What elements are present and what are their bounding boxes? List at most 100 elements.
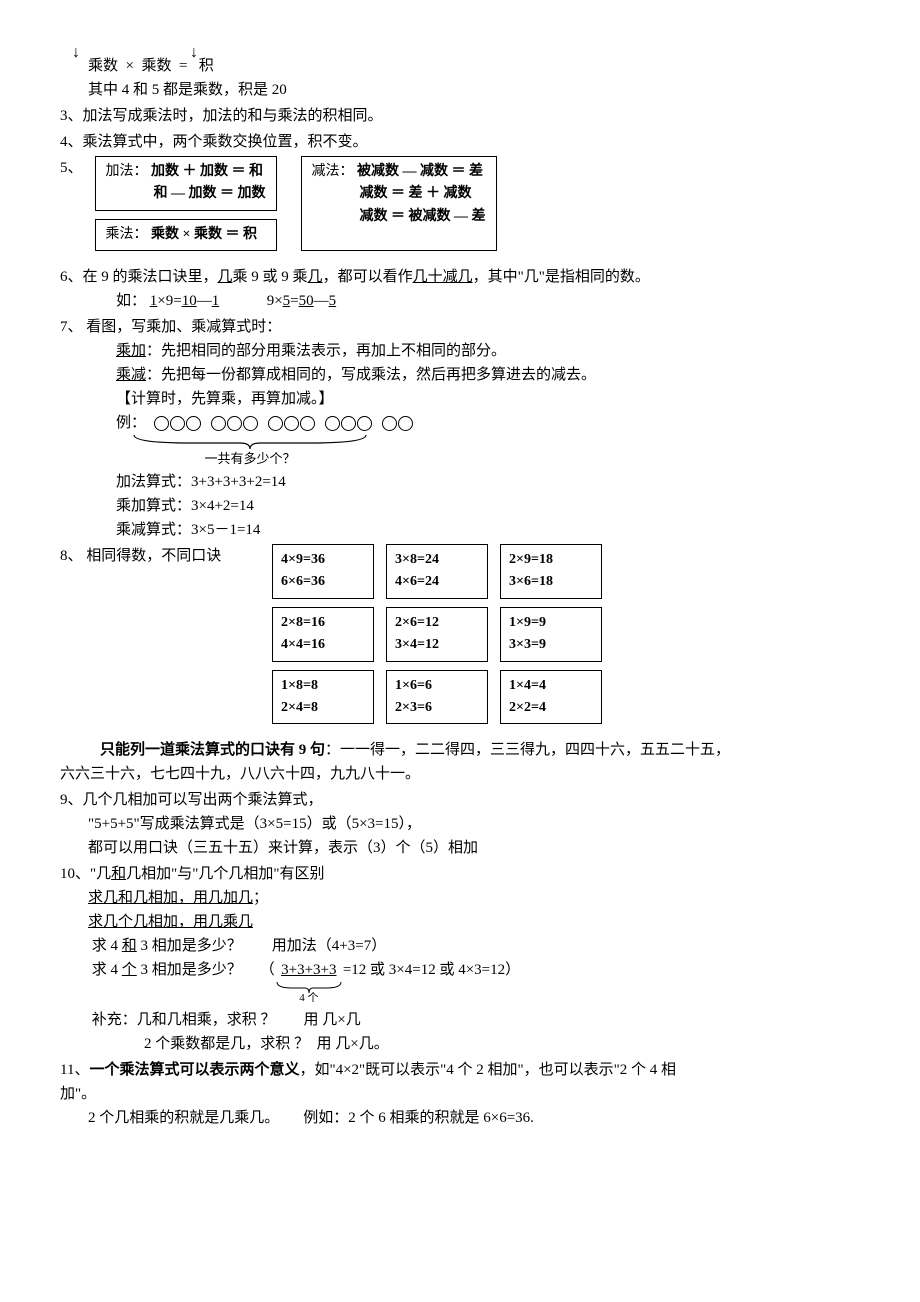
text-underline: 几十减几 [413,269,473,285]
cell-line: 3×3=9 [509,634,593,656]
text: 10 [182,293,197,309]
grid-cell: 1×4=42×2=4 [500,670,602,725]
text-underline: 几 [218,269,233,285]
cell-line: 1×4=4 [509,675,593,697]
col-left: 加法： 加数 ＋ 加数 ＝ 和 和 — 加数 ＝ 加数 乘法： 乘数 × 乘数 … [95,156,277,251]
cell-line: 6×6=36 [281,571,365,593]
item-7-head: 7、 看图，写乘加、乘减算式时： [60,315,860,339]
item-8b-line2: 六六三十六，七七四十九，八八六十四，九九八十一。 [60,762,860,786]
cell-line: 2×8=16 [281,612,365,634]
text: 例如：2 个 6 相乘的积就是 6×6=36. [303,1110,534,1126]
text: （ [260,962,275,978]
circle-icon [398,416,413,431]
circle-group [268,416,315,431]
cell-line: 4×4=16 [281,634,365,656]
circle-group [211,416,258,431]
text: ，都可以看作 [323,269,413,285]
box-multiplication: 乘法： 乘数 × 乘数 ＝ 积 [95,219,277,251]
item-10-l5: 求 4 个 3 相加是多少？（ 3+3+3+3 4 个 =12 或 3×4=12… [60,958,860,1008]
text: ，其中"几"是指相同的数。 [473,269,650,285]
label: 例： [116,415,146,431]
item-8-label: 8、 相同得数，不同口诀 [60,544,260,568]
item-10-l7: 2 个乘数都是几，求积 ？ 用 几×几。 [60,1032,860,1056]
box-subtraction: 减法： 被减数 — 减数 ＝ 差 减数 ＝ 差 ＋ 减数 减数 ＝ 被减数 — … [301,156,497,251]
circle-icon [268,416,283,431]
cell-line: 3×4=12 [395,634,479,656]
circle-icon [284,416,299,431]
text-underline: 和 [111,866,126,882]
text: 求 4 [92,962,122,978]
circle-icon [170,416,185,431]
label: 乘数 [88,58,118,74]
item-10-l3: 求几个几相加，用几乘几 [60,910,860,934]
text: 3 相加是多少？ [137,962,242,978]
item-7-line3: 【计算时，先算乘，再算加减。】 [60,387,860,411]
text: =12 或 3×4=12 或 4×3=12） [343,962,520,978]
top-note: 其中 4 和 5 都是乘数，积是 20 [60,78,860,102]
item-8b: 只能列一道乘法算式的口诀有 9 句：一一得一，二二得四，三三得九，四四十六，五五… [60,738,860,762]
item-6: 6、在 9 的乘法口诀里，几乘 9 或 9 乘几，都可以看作几十减几，其中"几"… [60,265,860,289]
item-7-example: 例： [60,411,860,435]
text: 1 [212,293,220,309]
cell-line: 2×3=6 [395,697,479,719]
cell-line: 2×4=8 [281,697,365,719]
text-underline: 几 [308,269,323,285]
box-line: 加数 ＋ 加数 ＝ 和 [151,164,263,179]
item-10-l6: 补充：几和几相乘，求积 ？ 用 几×几 [60,1008,860,1032]
grid-column: 4×9=366×6=362×8=164×4=161×8=82×4=8 [272,544,374,724]
cell-line: 1×9=9 [509,612,593,634]
label: 如： [116,293,146,309]
box-line: 减数 ＝ 差 ＋ 减数 [360,186,472,201]
box-title: 乘法： [106,227,148,242]
label: 乘数 [141,58,171,74]
circle-icon [382,416,397,431]
circle-group [325,416,372,431]
text: — [314,293,329,309]
item-8: 8、 相同得数，不同口诀 4×9=366×6=362×8=164×4=161×8… [60,544,860,724]
text-bold: 只能列一道乘法算式的口诀有 9 句 [100,742,325,758]
grid-cell: 2×9=183×6=18 [500,544,602,599]
text-underline: 乘减 [116,367,146,383]
grid-cell: 1×6=62×3=6 [386,670,488,725]
text: ：先把相同的部分用乘法表示，再加上不相同的部分。 [146,343,506,359]
text-underline: 求几和几相加，用几加几 [88,890,253,906]
circle-icon [154,416,169,431]
cell-line: 2×2=4 [509,697,593,719]
text: 2 个乘数都是几，求积 ？ [144,1036,309,1052]
grid-cell: 1×8=82×4=8 [272,670,374,725]
text: ×9= [157,293,181,309]
item-10-l1: 10、"几和几相加"与"几个几相加"有区别 [60,862,860,886]
text: 用 几×几 [304,1012,361,1028]
grid-cell: 2×8=164×4=16 [272,607,374,662]
label: 积 [199,58,214,74]
text: ：一一得一，二二得四，三三得九，四四十六，五五二十五， [325,742,730,758]
item-9-l3: 都可以用口诀（三五十五）来计算，表示（3）个（5）相加 [60,836,860,860]
box-addition: 加法： 加数 ＋ 加数 ＝ 和 和 — 加数 ＝ 加数 [95,156,277,211]
item-7-calc3: 乘减算式：3×5－1=14 [60,518,860,542]
circle-icon [243,416,258,431]
text-underline: 3+3+3+3 [281,962,336,978]
item-7-calc2: 乘加算式：3×4+2=14 [60,494,860,518]
text: ，如"4×2"既可以表示"4 个 2 相加"，也可以表示"2 个 4 相 [299,1062,676,1078]
label: = [179,58,187,74]
circle-group [154,416,201,431]
top-formula: 乘数 × 乘数 = 积 [60,54,860,78]
circle-icon [341,416,356,431]
cell-line: 3×6=18 [509,571,593,593]
text: 3 相加是多少？ [137,938,242,954]
underbrace-label: 4 个 [275,990,343,1008]
item-8-grid: 4×9=366×6=362×8=164×4=161×8=82×4=83×8=24… [272,544,602,724]
text: 50 [299,293,314,309]
underbrace: 3+3+3+3 4 个 [275,958,343,1008]
item-7-line2: 乘减：先把每一份都算成相同的，写成乘法，然后再把多算进去的减去。 [60,363,860,387]
item-11-l2: 2 个几相乘的积就是几乘几。 例如：2 个 6 相乘的积就是 6×6=36. [60,1106,860,1130]
label: × [126,58,134,74]
text: 求 4 [92,938,122,954]
text: 10、"几 [60,866,111,882]
brace-label: 一共有多少个？ [130,449,370,470]
text: — [197,293,212,309]
cell-line: 1×6=6 [395,675,479,697]
circles-row [154,416,413,431]
text: 补充：几和几相乘，求积 ？ [92,1012,276,1028]
text: 2 个几相乘的积就是几乘几。 [88,1110,279,1126]
